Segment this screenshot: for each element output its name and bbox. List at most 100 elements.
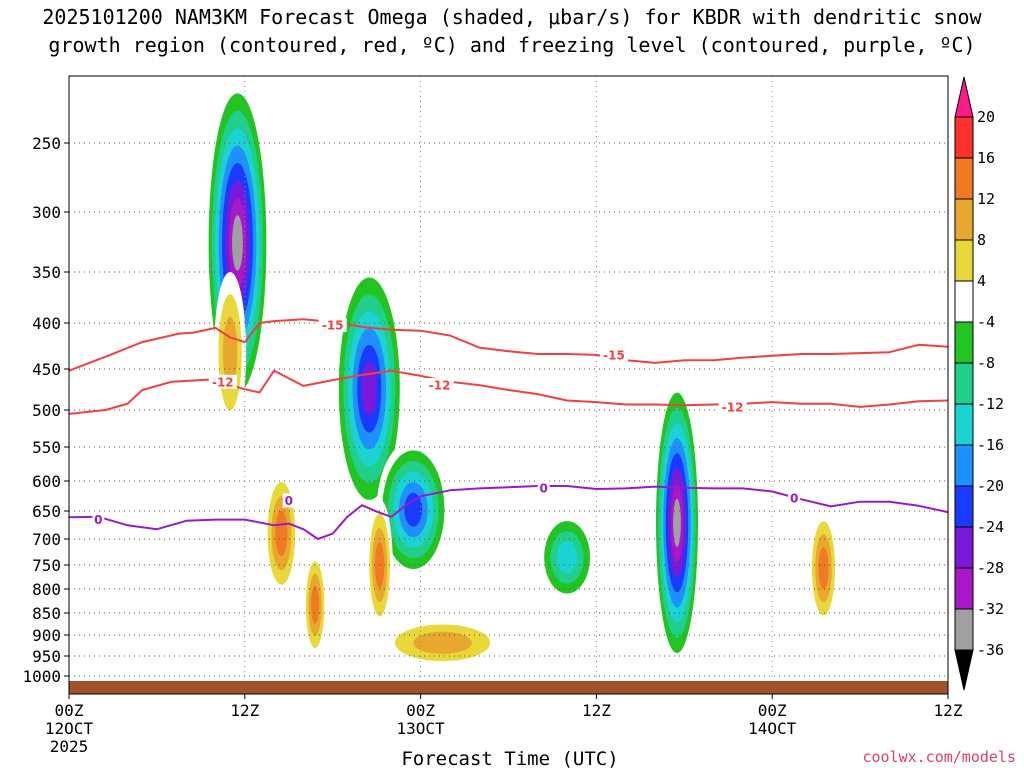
omega-feature-descent-11h-upper <box>214 272 247 433</box>
contour-label-bg-2 <box>208 374 237 389</box>
x-tick-label-24: 00Z <box>406 701 435 720</box>
colorbar-segment-11 <box>954 567 974 610</box>
colorbar-segment-1 <box>954 157 974 200</box>
contour-label-bg-0 <box>318 317 347 332</box>
plot-frame <box>68 75 949 695</box>
omega-feature-ascent-patch-33h <box>537 511 597 604</box>
x-tick-date-0: 12OCT <box>45 719 94 738</box>
colorbar-segment-9 <box>954 485 974 528</box>
credit-text[interactable]: coolwx.com/models <box>862 748 1016 766</box>
y-tick-label-750: 750 <box>32 556 61 575</box>
plot-area: -15 -15 -12 -12 -12 0 0 0 0 <box>69 76 948 694</box>
colorbar-label-9: -20 <box>977 477 1004 495</box>
colorbar-label-13: -36 <box>977 641 1004 659</box>
contour-label-bg-4 <box>718 399 747 414</box>
chart-subtitle: growth region (contoured, red, ºC) and f… <box>48 33 975 57</box>
x-tick-year-0: 2025 <box>50 737 89 756</box>
grid-lines <box>69 76 948 694</box>
omega-shade-upper-ascent-core-8 <box>232 215 243 271</box>
omega-feature-lower-ascent-band <box>376 439 450 580</box>
colorbar-bottom-arrow <box>954 649 974 691</box>
contour--15C <box>69 318 948 372</box>
colorbar-label-6: -8 <box>977 354 995 372</box>
temperature-contours: -15 -15 -12 -12 -12 0 0 0 0 <box>69 317 948 540</box>
x-tick-label-36: 12Z <box>582 701 611 720</box>
colorbar-label-11: -28 <box>977 559 1004 577</box>
colorbar-segment-12 <box>954 608 974 651</box>
x-tick-label-48: 00Z <box>758 701 787 720</box>
x-tick-date-24: 13OCT <box>397 719 446 738</box>
omega-shade-lower-ascent-band-5 <box>404 492 423 527</box>
omega-feature-second-ascent-core <box>653 377 701 669</box>
contour-label-3: -12 <box>429 379 451 393</box>
omega-feature-descent-51h <box>808 508 839 629</box>
y-tick-label-400: 400 <box>32 314 61 333</box>
colorbar-label-2: 12 <box>977 190 995 208</box>
contour-label-bg-8 <box>788 491 801 506</box>
contour-label-bg-3 <box>425 378 454 393</box>
contour-label-bg-1 <box>599 347 628 362</box>
omega-shade-descent-17h-3 <box>311 585 320 624</box>
contour-0C <box>69 485 948 540</box>
y-tick-label-700: 700 <box>32 530 61 549</box>
colorbar-segment-10 <box>954 526 974 569</box>
omega-shade-descent-14h-3 <box>275 510 288 557</box>
contour-label-6: 0 <box>285 494 293 508</box>
y-tick-label-350: 350 <box>32 263 61 282</box>
y-tick-label-800: 800 <box>32 580 61 599</box>
contour-label-2: -12 <box>212 375 234 389</box>
contour-label-5: 0 <box>94 513 102 527</box>
colorbar-segment-4 <box>954 280 974 323</box>
x-tick-label-12: 12Z <box>230 701 259 720</box>
omega-feature-descent-17h <box>303 549 327 660</box>
colorbar-segment-2 <box>954 198 974 241</box>
y-tick-label-300: 300 <box>32 203 61 222</box>
y-tick-label-850: 850 <box>32 604 61 623</box>
y-tick-label-600: 600 <box>32 472 61 491</box>
colorbar-label-0: 20 <box>977 108 995 126</box>
omega-colorbar: 20 16 12 8 4 -4 -8 -12 -16 -20 -24 -28 -32 -36 <box>954 76 1004 691</box>
omega-feature-mid-ascent-band <box>334 260 405 517</box>
x-tick-label-60: 12Z <box>934 701 963 720</box>
omega-shade-descent-51h-3 <box>818 547 829 590</box>
colorbar-segment-6 <box>954 362 974 405</box>
colorbar-segment-7 <box>954 403 974 446</box>
contour-label-bg-6 <box>282 493 295 508</box>
contour-label-8: 0 <box>790 492 798 506</box>
contour-label-bg-7 <box>537 480 550 495</box>
y-axis-ticks: 250 300 350 400 450 500 550 600 650 700 750 800 850 9… <box>22 134 69 686</box>
contour-label-4: -12 <box>722 400 744 414</box>
chart-title: 2025101200 NAM3KM Forecast Omega (shaded… <box>42 5 982 29</box>
y-tick-label-500: 500 <box>32 401 61 420</box>
omega-feature-descent-14h <box>263 467 299 599</box>
omega-shade-descent-lowlevel-2 <box>413 631 472 654</box>
colorbar-label-7: -12 <box>977 395 1004 413</box>
contour-label-7: 0 <box>539 481 547 495</box>
contour-label-1: -15 <box>603 348 625 362</box>
y-tick-label-900: 900 <box>32 626 61 645</box>
y-tick-label-650: 650 <box>32 502 61 521</box>
colorbar-segment-0 <box>954 116 974 159</box>
omega-shade-mid-ascent-band-6 <box>361 361 377 416</box>
omega-shade-ascent-patch-33h-3 <box>556 541 578 574</box>
x-tick-label-0: 00Z <box>55 701 84 720</box>
omega-feature-descent-lowlevel <box>376 617 509 669</box>
colorbar-label-1: 16 <box>977 149 995 167</box>
colorbar-segment-8 <box>954 444 974 487</box>
omega-shading <box>205 76 839 669</box>
colorbar-segment-3 <box>954 239 974 282</box>
y-tick-label-1000: 1000 <box>22 667 61 686</box>
colorbar-top-arrow <box>954 76 974 118</box>
contour-label-0: -15 <box>322 318 344 332</box>
contour--12C <box>69 369 948 415</box>
colorbar-label-10: -24 <box>977 518 1004 536</box>
colorbar-label-8: -16 <box>977 436 1004 454</box>
contour-label-bg-5 <box>92 512 105 527</box>
y-tick-label-550: 550 <box>32 438 61 457</box>
x-tick-date-48: 14OCT <box>748 719 797 738</box>
y-tick-label-450: 450 <box>32 360 61 379</box>
y-tick-label-950: 950 <box>32 647 61 666</box>
y-tick-label-250: 250 <box>32 134 61 153</box>
